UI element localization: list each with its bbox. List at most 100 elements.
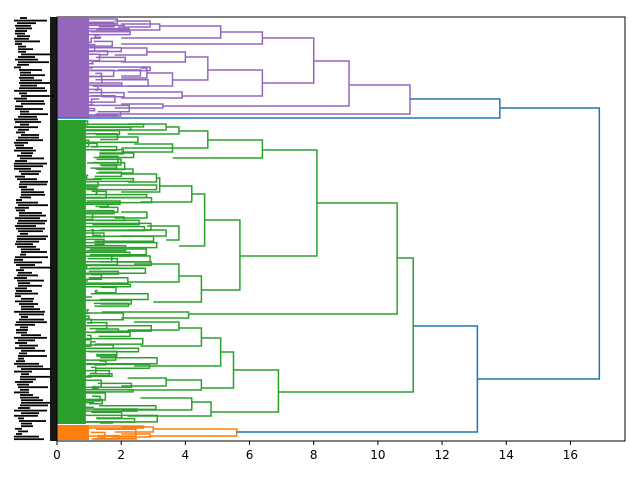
leaf-label-8	[14, 37, 29, 40]
leaf-label-83	[20, 232, 28, 235]
leaf-label-86	[16, 240, 39, 243]
leaf-label-156	[21, 422, 32, 425]
green-link-27	[188, 202, 398, 315]
leaf-label-117	[16, 321, 47, 324]
leaf-label-122	[21, 334, 41, 337]
leaf-label-50	[16, 147, 33, 149]
leaf-label-131	[18, 357, 24, 360]
green-low-link-53	[94, 289, 102, 294]
green-low-link-51	[78, 283, 132, 288]
leaf-label-15	[18, 56, 35, 58]
leaf-label-103	[18, 284, 42, 287]
purple-link-6	[117, 69, 142, 77]
leaf-label-52	[21, 152, 33, 155]
green-link-5	[121, 173, 158, 183]
green-low-link-86	[79, 395, 101, 402]
orange-leaf-block	[57, 425, 90, 440]
leaf-label-21	[20, 71, 31, 74]
green-link-8	[114, 211, 148, 219]
leaf-label-134	[17, 365, 43, 368]
green-low-link-2	[79, 126, 132, 131]
purple-leaf-block	[57, 18, 90, 118]
purple-link-11	[182, 69, 264, 97]
leaf-label-78	[18, 219, 47, 222]
leaf-label-119	[20, 326, 28, 329]
leaf-label-150	[18, 407, 30, 409]
leaf-label-38	[18, 115, 37, 118]
leaf-label-146	[20, 396, 39, 399]
leaf-label-31	[14, 97, 27, 100]
x-tick-label-2: 2	[117, 448, 125, 462]
green-low-link-64	[85, 325, 153, 332]
leaf-label-151	[14, 409, 47, 412]
green-low-link-15	[95, 168, 134, 174]
purple-link-9	[172, 56, 209, 81]
leaf-label-138	[20, 375, 50, 378]
leaf-label-124	[18, 339, 35, 342]
leaf-label-20	[19, 69, 42, 71]
purple-low-link-19	[92, 79, 149, 87]
green-link-28	[278, 257, 414, 393]
green-link-9	[121, 229, 167, 237]
leaf-label-114	[19, 313, 44, 316]
purple-low-link-1	[78, 21, 115, 28]
leaf-label-68	[21, 193, 45, 196]
leaf-label-12	[18, 48, 33, 51]
green-link-17	[101, 311, 190, 319]
green-low-link-24	[78, 197, 153, 204]
purple-link-4	[114, 47, 148, 56]
leaf-fill-layer	[57, 18, 90, 440]
purple-low-link-21	[93, 85, 99, 91]
orange-link-2	[150, 428, 238, 437]
leaf-label-40	[15, 121, 41, 123]
leaf-label-112	[21, 308, 40, 311]
purple-link-12	[262, 37, 315, 84]
leaf-label-137	[21, 373, 29, 376]
leaf-label-62	[17, 178, 37, 181]
green-low-link-66	[88, 331, 131, 338]
leaf-label-63	[20, 180, 48, 183]
green-low-link-87	[78, 398, 103, 405]
green-low-link-83	[92, 385, 99, 390]
leaf-label-34	[15, 105, 23, 108]
leaf-label-81	[16, 227, 45, 230]
x-tick-label-14: 14	[499, 448, 514, 462]
leaf-label-85	[17, 238, 46, 240]
leaf-label-72	[18, 204, 48, 207]
green-link-22	[127, 379, 203, 391]
green-link-4	[172, 139, 264, 159]
leaf-label-73	[15, 206, 29, 209]
leaf-label-120	[16, 329, 28, 331]
green-low-link-88	[84, 401, 95, 409]
x-tick-label-8: 8	[310, 448, 318, 462]
purple-low-link-28	[76, 107, 96, 112]
x-tick-label-0: 0	[53, 448, 61, 462]
green-link-18	[127, 321, 180, 331]
purple-low-link-12	[93, 56, 126, 63]
green-low-link-52	[98, 286, 117, 294]
leaf-label-54	[20, 157, 44, 160]
leaf-label-9	[15, 40, 40, 43]
purple-low-link-10	[78, 50, 109, 56]
leaf-label-89	[21, 248, 40, 251]
leaf-label-144	[14, 391, 29, 394]
green-low-link-67	[82, 334, 92, 341]
purple-low-link-5	[94, 34, 102, 39]
leaf-label-3	[15, 24, 31, 27]
green-low-link-35	[80, 232, 105, 238]
leaf-label-17	[18, 61, 49, 64]
x-tick-label-4: 4	[182, 448, 190, 462]
leaf-label-105	[16, 290, 32, 292]
green-link-24	[127, 401, 212, 417]
leaf-label-26	[20, 84, 37, 87]
purple-link-15	[95, 84, 411, 115]
leaf-label-82	[18, 230, 43, 233]
leaf-label-90	[21, 251, 47, 253]
green-low-link-18	[80, 177, 135, 183]
leaf-label-126	[19, 344, 38, 347]
leaf-label-96	[20, 266, 52, 269]
leaf-label-48	[14, 141, 28, 144]
leaf-label-128	[21, 349, 45, 352]
leaf-label-47	[16, 139, 43, 142]
x-tick-label-6: 6	[246, 448, 254, 462]
